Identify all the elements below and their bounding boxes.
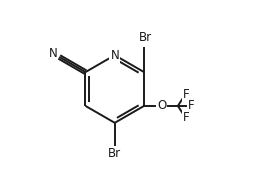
Text: Br: Br	[108, 147, 121, 161]
Text: F: F	[188, 99, 195, 112]
Text: Br: Br	[139, 31, 152, 44]
Text: N: N	[49, 47, 58, 60]
Text: N: N	[110, 49, 119, 62]
Text: O: O	[157, 99, 166, 112]
Text: F: F	[183, 88, 189, 101]
Text: F: F	[183, 111, 189, 124]
